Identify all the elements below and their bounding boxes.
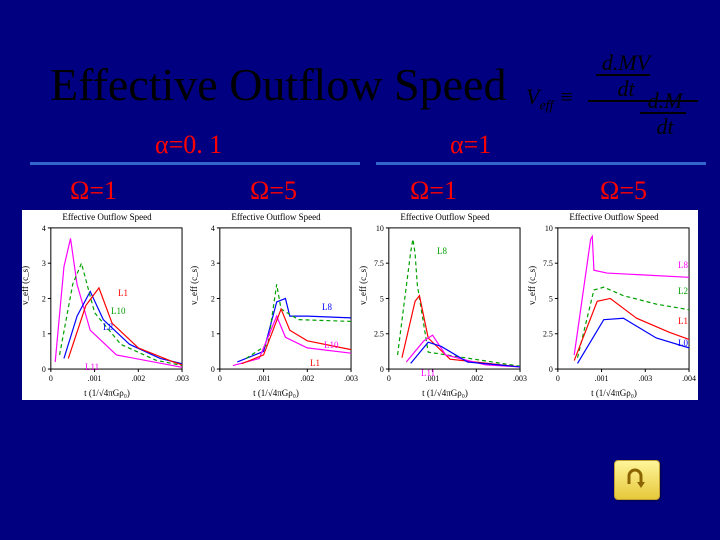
svg-text:0: 0 — [218, 374, 222, 383]
svg-text:0: 0 — [42, 365, 46, 374]
alpha-label-0: α=0. 1 — [155, 130, 222, 160]
series-L8 — [574, 236, 689, 355]
series-L2 — [578, 287, 690, 358]
alpha-label-1: α=1 — [450, 130, 491, 160]
svg-text:.003: .003 — [344, 374, 358, 383]
series-label: L8 — [322, 302, 332, 312]
chart-svg: 0.001.002.00302.557.510 — [361, 210, 529, 399]
svg-text:4: 4 — [211, 224, 215, 233]
svg-text:.001: .001 — [257, 374, 271, 383]
series-label: L8 — [103, 322, 113, 332]
svg-text:0: 0 — [549, 365, 553, 374]
svg-text:0: 0 — [387, 374, 391, 383]
svg-text:.002: .002 — [131, 374, 145, 383]
chart-2: Effective Outflow Speedt (1/√4πGρ₀)v_eff… — [360, 210, 529, 400]
chart-1: Effective Outflow Speedt (1/√4πGρ₀)v_eff… — [191, 210, 360, 400]
omega-label-1: Ω=5 — [250, 176, 297, 206]
series-label: L10 — [324, 340, 339, 350]
series-label: L2 — [678, 286, 688, 296]
svg-text:.003: .003 — [638, 374, 652, 383]
eq-lhs: Veff ≡ — [526, 84, 574, 114]
series-L1 — [574, 298, 689, 360]
svg-text:5: 5 — [549, 294, 553, 303]
omega-label-0: Ω=1 — [70, 176, 117, 206]
svg-text:2.5: 2.5 — [374, 330, 384, 339]
svg-text:10: 10 — [545, 224, 553, 233]
svg-text:0: 0 — [380, 365, 384, 374]
svg-text:0: 0 — [49, 374, 53, 383]
svg-text:3: 3 — [42, 259, 46, 268]
eq-num-top: d.MV — [596, 50, 656, 76]
svg-text:2: 2 — [211, 294, 215, 303]
series-label: L1 — [678, 316, 688, 326]
svg-text:10: 10 — [376, 224, 384, 233]
svg-text:.003: .003 — [175, 374, 189, 383]
svg-text:0: 0 — [556, 374, 560, 383]
equation: Veff ≡ d.MV dt d.M dt — [526, 50, 706, 140]
series-label: L1 — [310, 358, 320, 368]
series-L11 — [55, 238, 182, 367]
svg-text:.002: .002 — [469, 374, 483, 383]
series-label: L8 — [437, 246, 447, 256]
svg-text:2: 2 — [42, 294, 46, 303]
series-label: L11 — [85, 362, 99, 372]
series-L8 — [398, 239, 520, 366]
svg-text:2.5: 2.5 — [543, 330, 553, 339]
chart-row: Effective Outflow Speedt (1/√4πGρ₀)v_eff… — [22, 210, 698, 400]
svg-text:4: 4 — [42, 224, 46, 233]
svg-text:1: 1 — [42, 330, 46, 339]
omega-label-2: Ω=1 — [410, 176, 457, 206]
series-label: L8 — [678, 260, 688, 270]
svg-text:5: 5 — [380, 294, 384, 303]
svg-text:.001: .001 — [595, 374, 609, 383]
alpha-underline-1 — [376, 162, 706, 165]
series-label: L1 — [118, 288, 128, 298]
eq-den-top: d.M — [638, 88, 692, 114]
series-L11 — [406, 335, 520, 367]
chart-0: Effective Outflow Speedt (1/√4πGρ₀)v_eff… — [22, 210, 191, 400]
chart-3: Effective Outflow Speedt (1/√4πGρ₀)v_eff… — [529, 210, 698, 400]
series-L0 — [578, 318, 690, 363]
omega-label-3: Ω=5 — [600, 176, 647, 206]
return-button[interactable] — [614, 460, 660, 500]
chart-svg: 0 .001 .003 .004 0 2.5 5 7.5 10 — [530, 210, 698, 399]
page-title: Effective Outflow Speed — [50, 58, 506, 111]
svg-text:.002: .002 — [300, 374, 314, 383]
chart-svg: 0 .001 .002 .003 0 1 2 3 4 — [23, 210, 191, 399]
series-label: L11 — [421, 368, 435, 378]
eq-den-dt: dt — [638, 114, 692, 140]
series-L1 — [402, 296, 520, 367]
svg-text:.004: .004 — [682, 374, 696, 383]
alpha-underline-0 — [30, 162, 360, 165]
svg-text:3: 3 — [211, 259, 215, 268]
series-label: L10 — [111, 306, 126, 316]
svg-text:0: 0 — [211, 365, 215, 374]
return-icon — [623, 468, 651, 492]
svg-text:7.5: 7.5 — [374, 259, 384, 268]
svg-text:.001: .001 — [88, 374, 102, 383]
svg-text:.003: .003 — [513, 374, 527, 383]
series-label: L0 — [678, 338, 688, 348]
svg-text:1: 1 — [211, 330, 215, 339]
slide-root: Effective Outflow Speed Veff ≡ d.MV dt d… — [0, 0, 720, 540]
chart-svg: 0 .001 .002 .003 0 1 2 3 4 — [192, 210, 360, 399]
svg-text:7.5: 7.5 — [543, 259, 553, 268]
